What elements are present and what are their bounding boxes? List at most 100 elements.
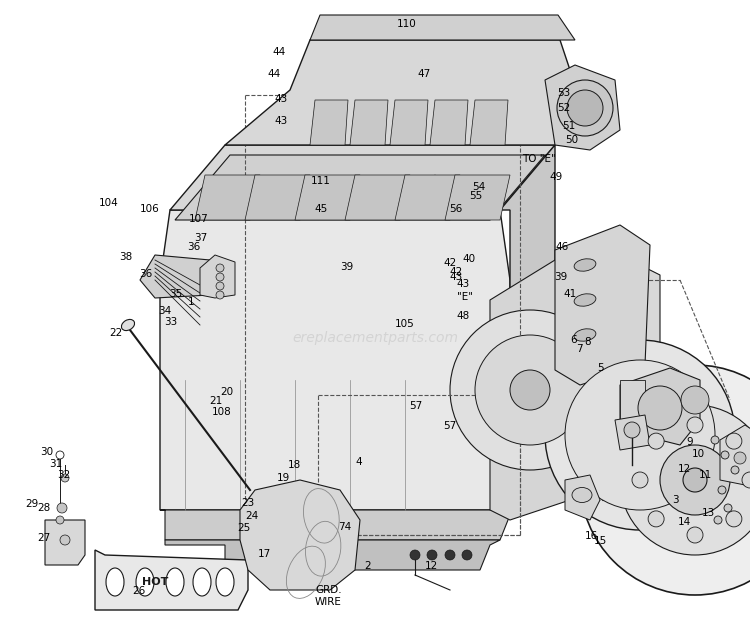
Polygon shape <box>430 100 468 145</box>
Polygon shape <box>500 145 555 480</box>
Polygon shape <box>225 40 575 145</box>
Circle shape <box>726 511 742 527</box>
Text: 44: 44 <box>272 47 286 57</box>
Text: 16: 16 <box>584 531 598 541</box>
Circle shape <box>648 511 664 527</box>
Text: 19: 19 <box>277 473 290 483</box>
Ellipse shape <box>122 320 134 331</box>
Text: 27: 27 <box>37 533 50 543</box>
Text: GRD.
WIRE: GRD. WIRE <box>315 586 342 607</box>
Ellipse shape <box>106 568 124 596</box>
Text: 57: 57 <box>443 421 457 431</box>
Circle shape <box>450 310 610 470</box>
Polygon shape <box>240 480 360 590</box>
Text: HOT: HOT <box>142 577 168 587</box>
Circle shape <box>410 550 420 560</box>
Polygon shape <box>170 145 555 210</box>
Text: 55: 55 <box>470 191 483 201</box>
Text: 108: 108 <box>211 407 231 417</box>
Text: 52: 52 <box>557 103 571 113</box>
Text: 46: 46 <box>556 242 569 252</box>
Text: 25: 25 <box>237 523 250 533</box>
Text: "E": "E" <box>457 292 473 302</box>
Ellipse shape <box>216 568 234 596</box>
Text: 110: 110 <box>397 19 416 29</box>
Text: 111: 111 <box>311 176 331 186</box>
Circle shape <box>620 405 750 555</box>
Text: 20: 20 <box>220 387 233 398</box>
Text: 30: 30 <box>40 447 53 457</box>
Text: 41: 41 <box>563 289 577 299</box>
Polygon shape <box>390 100 428 145</box>
Polygon shape <box>95 550 248 610</box>
Circle shape <box>711 436 719 444</box>
Bar <box>620 380 645 430</box>
Circle shape <box>624 422 640 438</box>
Polygon shape <box>295 175 360 220</box>
Ellipse shape <box>574 329 596 341</box>
Text: 47: 47 <box>417 69 430 79</box>
Ellipse shape <box>572 487 592 503</box>
Text: 42: 42 <box>449 267 463 277</box>
Polygon shape <box>555 225 650 385</box>
Text: 107: 107 <box>189 214 209 224</box>
Polygon shape <box>140 255 210 298</box>
Circle shape <box>714 516 722 524</box>
Polygon shape <box>620 368 700 445</box>
Text: 12: 12 <box>677 464 691 474</box>
Text: 74: 74 <box>338 522 352 532</box>
Text: 38: 38 <box>119 252 133 262</box>
Text: 1: 1 <box>188 297 194 307</box>
Polygon shape <box>310 100 348 145</box>
Text: 39: 39 <box>340 262 353 272</box>
Circle shape <box>683 468 707 492</box>
Circle shape <box>731 466 739 474</box>
Polygon shape <box>350 100 388 145</box>
Text: 18: 18 <box>287 460 301 470</box>
Polygon shape <box>470 100 508 145</box>
Circle shape <box>216 264 224 272</box>
Text: TO "E": TO "E" <box>522 153 555 164</box>
Text: 105: 105 <box>395 319 415 329</box>
Ellipse shape <box>193 568 211 596</box>
Circle shape <box>510 370 550 410</box>
Ellipse shape <box>574 259 596 271</box>
Circle shape <box>721 451 729 459</box>
Text: 17: 17 <box>257 548 271 559</box>
Circle shape <box>216 273 224 281</box>
Circle shape <box>61 474 69 482</box>
Circle shape <box>681 386 709 414</box>
Text: 3: 3 <box>672 495 678 505</box>
Circle shape <box>687 417 703 433</box>
Text: ereplacementparts.com: ereplacementparts.com <box>292 331 458 345</box>
Text: 2: 2 <box>364 561 370 571</box>
Text: 15: 15 <box>593 536 607 546</box>
Circle shape <box>56 516 64 524</box>
Circle shape <box>56 451 64 459</box>
Text: 43: 43 <box>274 116 288 126</box>
Text: 49: 49 <box>550 172 563 182</box>
Text: 6: 6 <box>571 335 577 345</box>
Polygon shape <box>570 265 660 500</box>
Text: 9: 9 <box>687 437 693 447</box>
Text: 32: 32 <box>57 470 70 480</box>
Circle shape <box>462 550 472 560</box>
Polygon shape <box>545 65 620 150</box>
Text: 36: 36 <box>140 269 153 279</box>
Text: 48: 48 <box>457 311 470 321</box>
Circle shape <box>687 527 703 543</box>
Text: 37: 37 <box>194 233 208 243</box>
Text: 45: 45 <box>314 204 328 214</box>
Circle shape <box>557 80 613 136</box>
Text: 39: 39 <box>554 272 568 282</box>
Circle shape <box>638 386 682 430</box>
Text: 57: 57 <box>410 401 423 411</box>
Text: 12: 12 <box>424 561 438 571</box>
Text: 4: 4 <box>356 457 362 467</box>
Polygon shape <box>45 520 85 565</box>
Text: 28: 28 <box>37 503 50 513</box>
Text: 53: 53 <box>557 88 571 98</box>
Text: 43: 43 <box>457 279 470 289</box>
Polygon shape <box>160 210 510 510</box>
Text: 43: 43 <box>274 94 288 104</box>
